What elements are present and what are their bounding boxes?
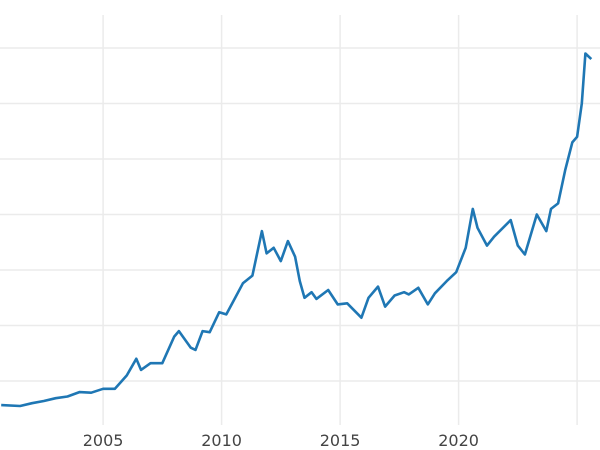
x-tick-label: 2005 — [83, 431, 124, 450]
x-axis-ticks: 2005 2010 2015 2020 — [83, 431, 479, 450]
x-tick-label: 2015 — [320, 431, 361, 450]
x-tick-label: 2010 — [201, 431, 242, 450]
gridlines — [0, 15, 600, 425]
price-line — [1, 52, 593, 408]
x-tick-label: 2020 — [438, 431, 479, 450]
series-lines — [1, 52, 593, 408]
